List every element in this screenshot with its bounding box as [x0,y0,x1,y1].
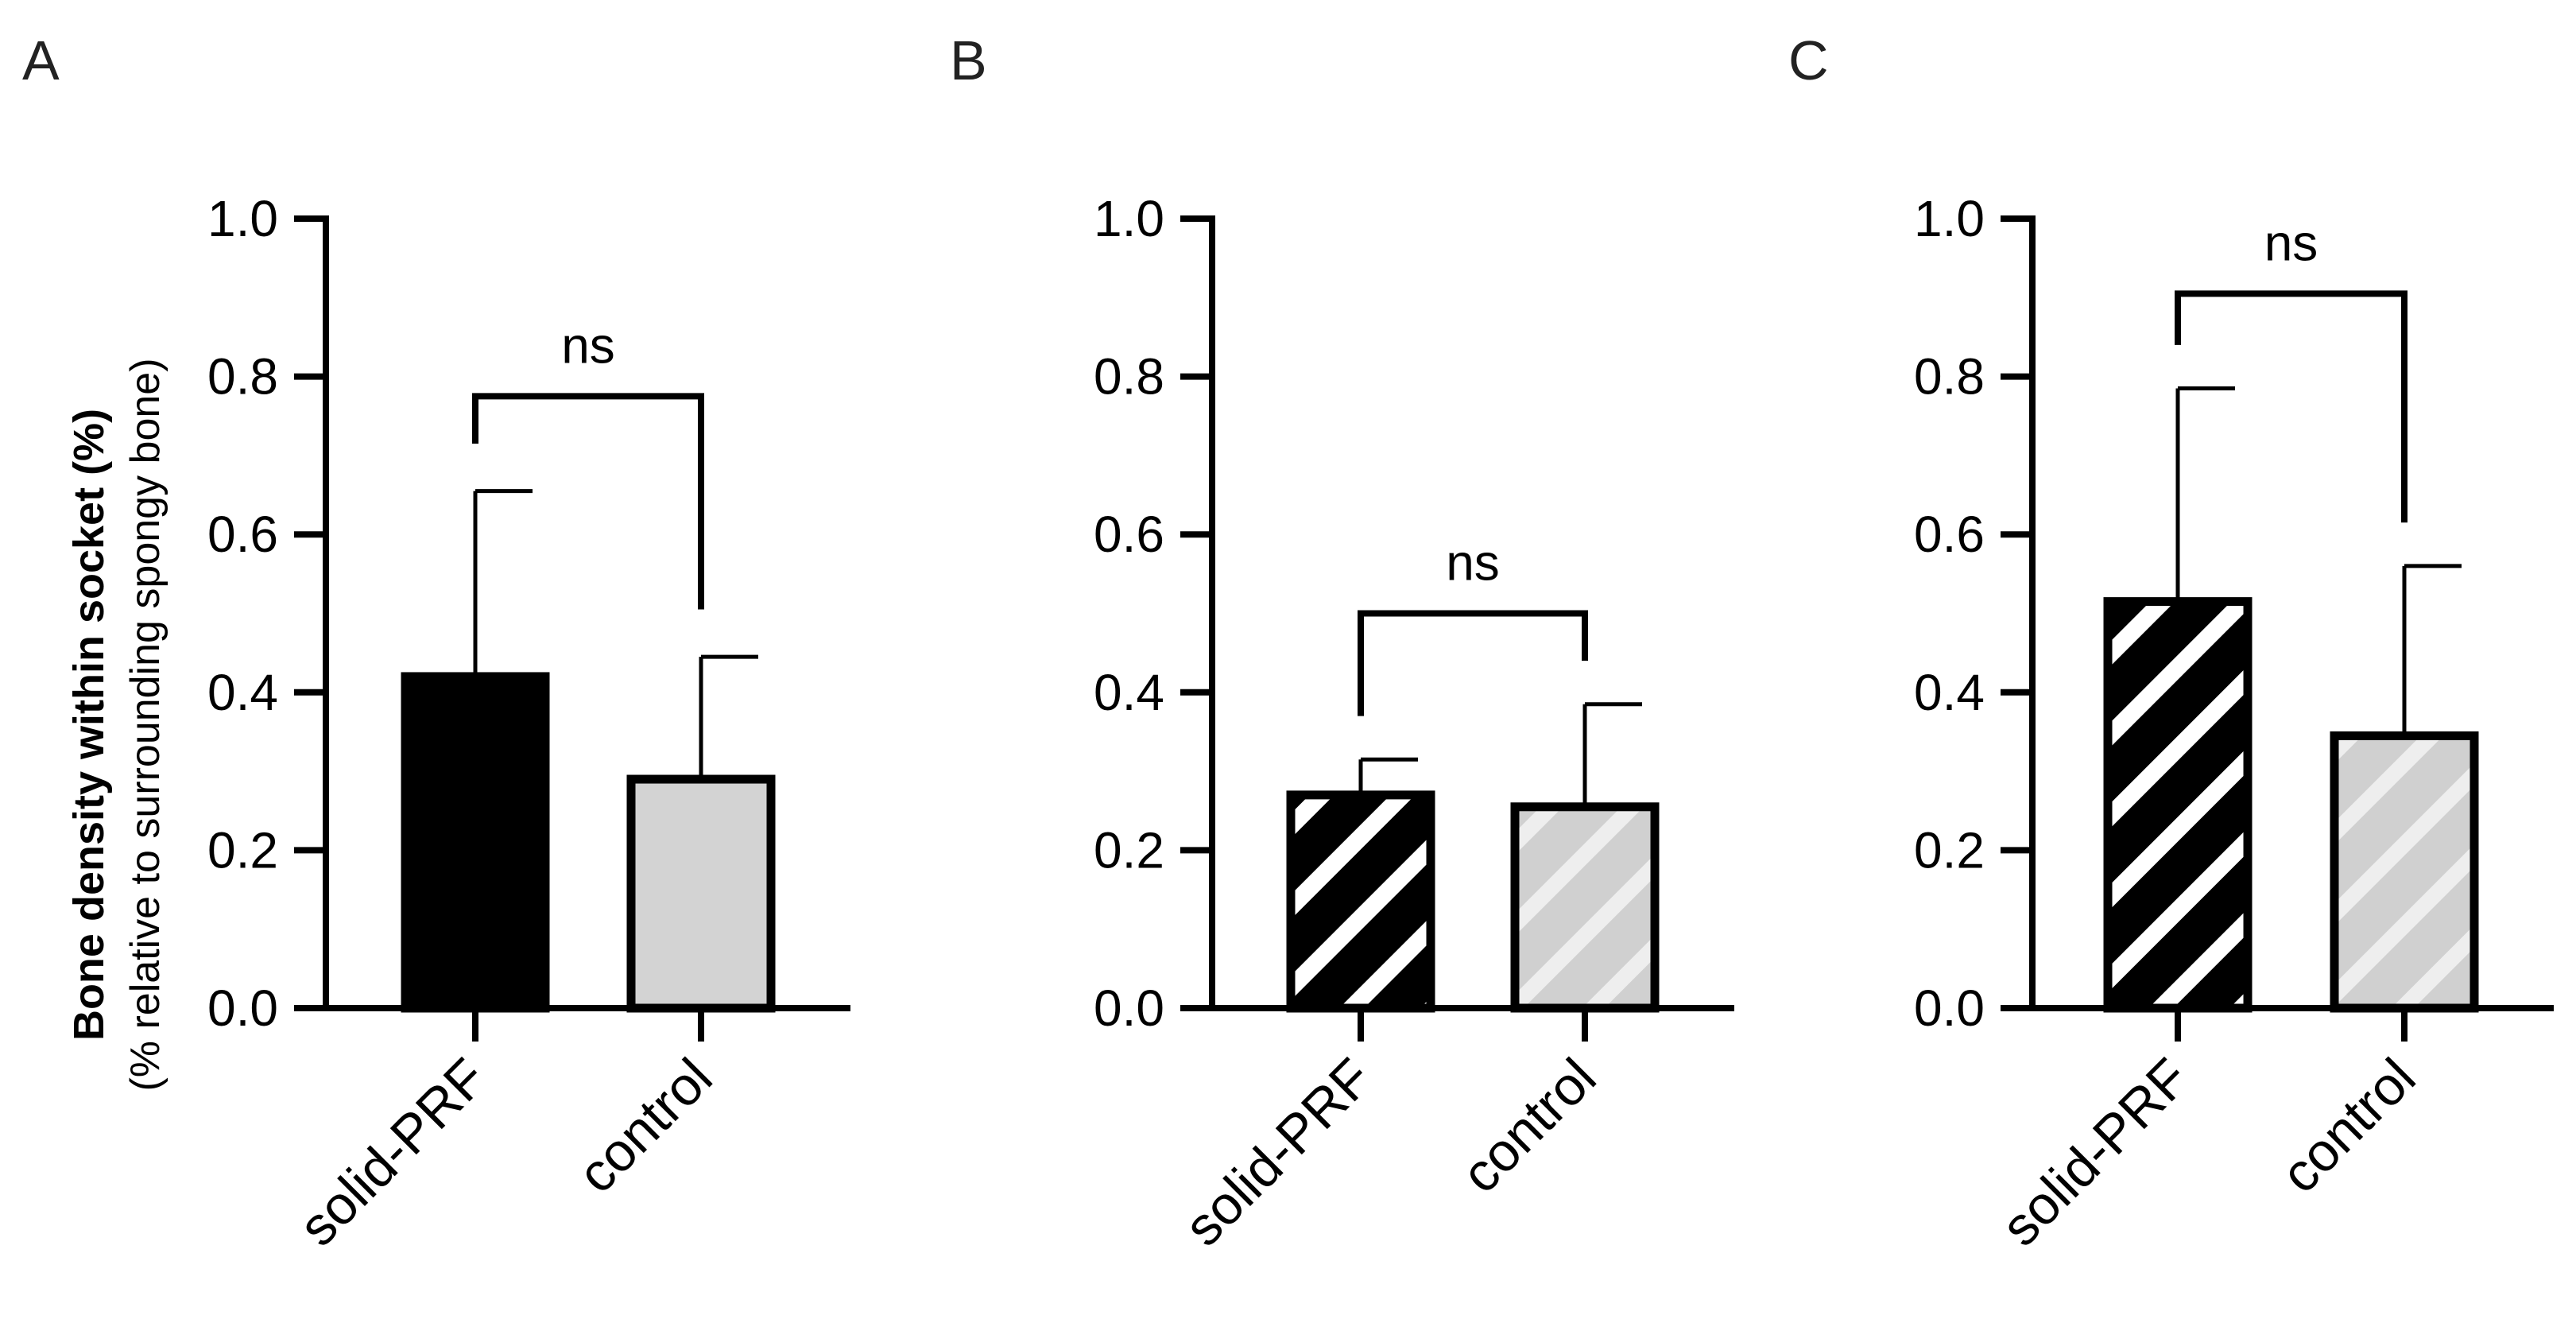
y-tick-label: 0.0 [207,980,278,1037]
y-axis-subtitle: (% relative to surrounding spongy bone) [122,358,169,1091]
category-label: control [567,1047,724,1205]
y-tick-label: 1.0 [207,190,278,247]
y-tick-label: 0.6 [1094,506,1164,563]
bar-control [1510,802,1660,1013]
y-tick-label: 0.0 [1914,980,1985,1037]
y-tick-label: 0.2 [1094,821,1164,879]
panel-b: B 0.0 0.2 0.4 0.6 0.8 1.0 solid-PRF control ns [950,29,1734,1258]
y-tick-label: 0.8 [1914,348,1985,405]
bar-solid-prf [2103,597,2253,1013]
panel-a: A 0.0 0.2 0.4 0.6 0.8 1.0 solid-PRF control ns Bon… [22,29,850,1258]
significance-bracket [2175,290,2407,523]
y-tick-label: 1.0 [1094,190,1164,247]
bar-control [2330,731,2479,1013]
category-label: control [1451,1047,1608,1205]
category-label: solid-PRF [1173,1047,1384,1258]
y-tick-label: 0.4 [1914,664,1985,721]
panel-letter: C [1788,29,1829,91]
significance-bracket [1358,610,1588,716]
significance-bracket [472,393,704,610]
y-tick-label: 0.2 [1914,821,1985,879]
panel-letter: B [950,29,987,91]
bar-solid-prf [1286,790,1435,1013]
significance-label: ns [561,316,615,374]
y-tick-label: 0.4 [207,664,278,721]
y-tick-label: 0.0 [1094,980,1164,1037]
panel-letter: A [22,29,60,91]
category-label: solid-PRF [288,1047,498,1258]
y-axis-title: Bone density within socket (%) [65,409,113,1041]
y-tick-label: 1.0 [1914,190,1985,247]
y-tick-label: 0.6 [207,506,278,563]
category-label: solid-PRF [1990,1047,2201,1258]
category-label: control [2270,1047,2427,1205]
y-tick-label: 0.2 [207,821,278,879]
y-tick-label: 0.6 [1914,506,1985,563]
significance-label: ns [2264,214,2318,271]
significance-label: ns [1446,534,1500,592]
y-tick-label: 0.4 [1094,664,1164,721]
bar-control [626,774,776,1013]
y-tick-label: 0.8 [207,348,278,405]
panel-c: C 0.0 0.2 0.4 0.6 0.8 1.0 solid-PRF control ns [1788,29,2554,1258]
bar-solid-prf [401,672,550,1013]
y-tick-label: 0.8 [1094,348,1164,405]
